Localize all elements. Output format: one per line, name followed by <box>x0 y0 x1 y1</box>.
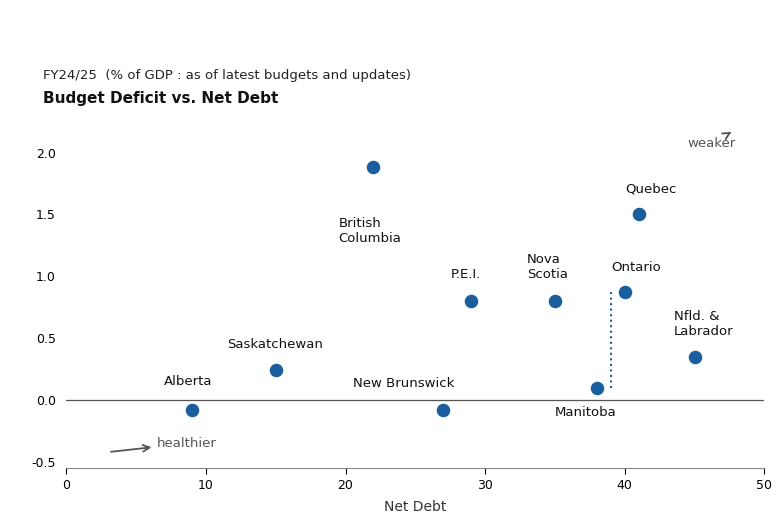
Text: British
Columbia: British Columbia <box>339 217 402 245</box>
Text: Budget Deficit vs. Net Debt: Budget Deficit vs. Net Debt <box>43 91 278 106</box>
Text: Saskatchewan: Saskatchewan <box>227 338 323 351</box>
Text: Provincial Fiscal Landscape: Provincial Fiscal Landscape <box>14 16 424 42</box>
Point <box>270 366 282 375</box>
Text: P.E.I.: P.E.I. <box>450 268 480 281</box>
X-axis label: Net Debt: Net Debt <box>385 500 446 514</box>
Text: Nova
Scotia: Nova Scotia <box>527 253 568 281</box>
Point <box>590 384 603 392</box>
Text: weaker: weaker <box>688 133 736 150</box>
Text: Quebec: Quebec <box>625 183 676 196</box>
Point <box>367 163 380 172</box>
Point <box>548 297 561 305</box>
Point <box>465 297 477 305</box>
Text: Manitoba: Manitoba <box>555 406 617 419</box>
Text: Ontario: Ontario <box>611 261 661 274</box>
Point <box>633 210 645 218</box>
Text: Nfld. &
Labrador: Nfld. & Labrador <box>674 310 733 338</box>
Point <box>688 352 700 361</box>
Text: healthier: healthier <box>111 437 217 452</box>
Text: FY24/25  (% of GDP : as of latest budgets and updates): FY24/25 (% of GDP : as of latest budgets… <box>43 69 411 82</box>
Point <box>186 406 198 414</box>
Point <box>437 406 449 414</box>
Text: New Brunswick: New Brunswick <box>353 377 454 390</box>
Point <box>619 288 631 297</box>
Text: Alberta: Alberta <box>164 375 212 388</box>
